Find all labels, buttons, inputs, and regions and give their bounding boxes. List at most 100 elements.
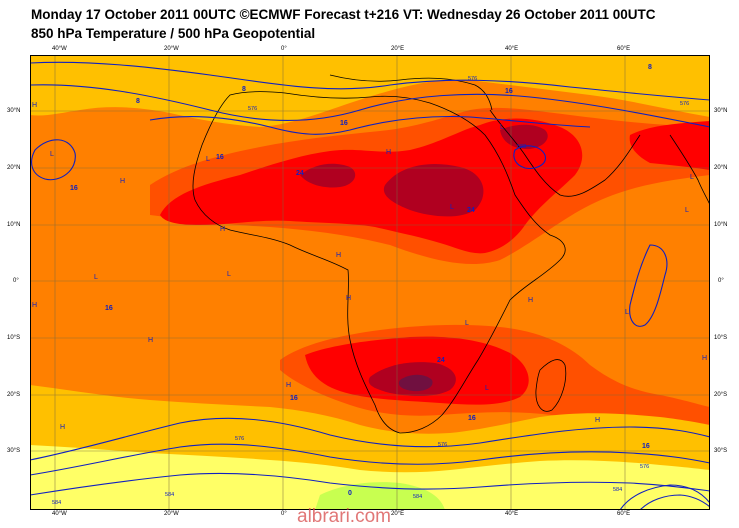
- contour-north-2: [30, 84, 710, 128]
- map-frame: [30, 55, 710, 510]
- lat-label-20s-right: 20°S: [714, 392, 728, 398]
- lat-label-20n-left: 20°N: [7, 165, 21, 171]
- t-label-16-b: 16: [216, 154, 224, 161]
- contour-low-arabia: [513, 145, 546, 169]
- z-label-588: 588: [517, 144, 526, 150]
- watermark: albrari.com: [297, 506, 391, 527]
- temp-band-28-32-north: [300, 163, 356, 188]
- contour-south-1: [30, 417, 710, 461]
- lat-label-10s-left: 10°S: [7, 335, 21, 341]
- contour-south-2: [30, 443, 710, 476]
- contour-south-east-1: [619, 484, 710, 510]
- lon-label-40e-top: 40°E: [505, 46, 519, 52]
- temp-band-8-16-north: [30, 55, 710, 127]
- chart-title-line2: 850 hPa Temperature / 500 hPa Geopotenti…: [31, 26, 316, 41]
- contour-low-atlantic: [31, 139, 76, 181]
- high-4: H: [336, 252, 341, 259]
- z-label-584-c: 584: [613, 487, 622, 493]
- z-label-584-b: 584: [413, 494, 422, 500]
- temp-band-24-28-east: [629, 121, 710, 170]
- high-1: H: [32, 102, 37, 109]
- t-label-24-b: 24: [467, 207, 475, 214]
- low-2: L: [206, 156, 210, 163]
- lat-label-30n-right: 30°N: [714, 108, 728, 114]
- t-label-8-a: 8: [136, 98, 140, 105]
- coastline-india: [669, 134, 710, 206]
- t-label-16-d: 16: [505, 88, 513, 95]
- lat-label-30s-right: 30°S: [714, 448, 728, 454]
- z-label-576-e: 576: [640, 464, 649, 470]
- t-label-24-a: 24: [296, 170, 304, 177]
- lat-label-30s-left: 30°S: [7, 448, 21, 454]
- t-label-16-a: 16: [340, 120, 348, 127]
- high-2: H: [120, 178, 125, 185]
- coastline-madagascar: [535, 359, 567, 412]
- lon-label-60e-top: 60°E: [617, 46, 631, 52]
- contour-indian-ocean: [629, 244, 668, 327]
- lat-label-20s-left: 20°S: [7, 392, 21, 398]
- t-label-16-g: 16: [468, 415, 476, 422]
- t-label-0: 0: [348, 490, 352, 497]
- lat-label-20n-right: 20°N: [714, 165, 728, 171]
- t-label-8-c: 8: [648, 64, 652, 71]
- pressure-centers: H H H H H H H H H H H H H H L L L L L L …: [32, 102, 707, 431]
- t-label-24-c: 24: [437, 357, 445, 364]
- lat-label-30n-left: 30°N: [7, 108, 21, 114]
- high-13: H: [60, 424, 65, 431]
- lon-label-20w-bottom: 20°W: [164, 511, 179, 517]
- high-8: H: [286, 382, 291, 389]
- lon-label-20w-top: 20°W: [164, 46, 179, 52]
- t-label-16-c: 16: [70, 185, 78, 192]
- low-3: L: [94, 274, 98, 281]
- high-3: H: [220, 226, 225, 233]
- high-14: H: [346, 295, 351, 302]
- t-label-16-e: 16: [105, 305, 113, 312]
- forecast-map-svg: 8 8 8 16 16 16 16 16 16 16 16 24 24 24 0…: [30, 55, 710, 510]
- lat-label-10n-right: 10°N: [714, 222, 728, 228]
- lon-label-60e-bottom: 60°E: [617, 511, 631, 517]
- t-label-16-f: 16: [290, 395, 298, 402]
- temp-band-8-16-north-edge: [30, 55, 710, 75]
- lat-label-0-left: 0°: [13, 278, 19, 284]
- high-11: H: [702, 355, 707, 362]
- t-label-16-h: 16: [642, 443, 650, 450]
- temp-band-28-32-arabia: [500, 124, 548, 150]
- temperature-labels: 8 8 8 16 16 16 16 16 16 16 16 24 24 24 0: [70, 64, 652, 497]
- lon-label-40e-bottom: 40°E: [505, 511, 519, 517]
- low-5: L: [450, 204, 454, 211]
- z-label-576-d: 576: [438, 442, 447, 448]
- z-label-576-c: 576: [235, 436, 244, 442]
- contour-south-3: [30, 472, 710, 496]
- lon-label-0-top: 0°: [281, 46, 287, 52]
- lon-label-40w-top: 40°W: [52, 46, 67, 52]
- lat-label-10s-right: 10°S: [714, 335, 728, 341]
- z-label-576-b: 576: [680, 101, 689, 107]
- high-7: H: [148, 337, 153, 344]
- lon-label-0-bottom: 0°: [281, 511, 287, 517]
- contour-north-3: [149, 115, 591, 135]
- temp-band-32-plus-south: [398, 374, 433, 392]
- high-6: H: [32, 302, 37, 309]
- temp-band-0-8-south: [30, 445, 710, 510]
- t-label-8-b: 8: [242, 86, 246, 93]
- forecast-map: 8 8 8 16 16 16 16 16 16 16 16 24 24 24 0…: [30, 55, 710, 510]
- z-label-576-a: 576: [248, 106, 257, 112]
- low-9: L: [690, 174, 694, 181]
- contour-north-1: [30, 61, 710, 101]
- chart-title-line1: Monday 17 October 2011 00UTC ©ECMWF Fore…: [31, 7, 656, 22]
- z-label-584-d: 584: [52, 500, 61, 506]
- contour-south-east-2: [639, 494, 710, 510]
- lat-label-0-right: 0°: [718, 278, 724, 284]
- z-label-584-a: 584: [165, 492, 174, 498]
- low-1: L: [50, 151, 54, 158]
- lon-label-20e-bottom: 20°E: [391, 511, 405, 517]
- low-7: L: [625, 309, 629, 316]
- high-10: H: [595, 417, 600, 424]
- low-11: L: [485, 385, 489, 392]
- high-9: H: [528, 297, 533, 304]
- low-4: L: [227, 271, 231, 278]
- graticule: [30, 55, 710, 510]
- geopotential-labels: 576 576 576 576 576 584 584 584 584 576 …: [52, 76, 689, 506]
- low-10: L: [500, 124, 504, 131]
- coastline-africa: [192, 91, 566, 434]
